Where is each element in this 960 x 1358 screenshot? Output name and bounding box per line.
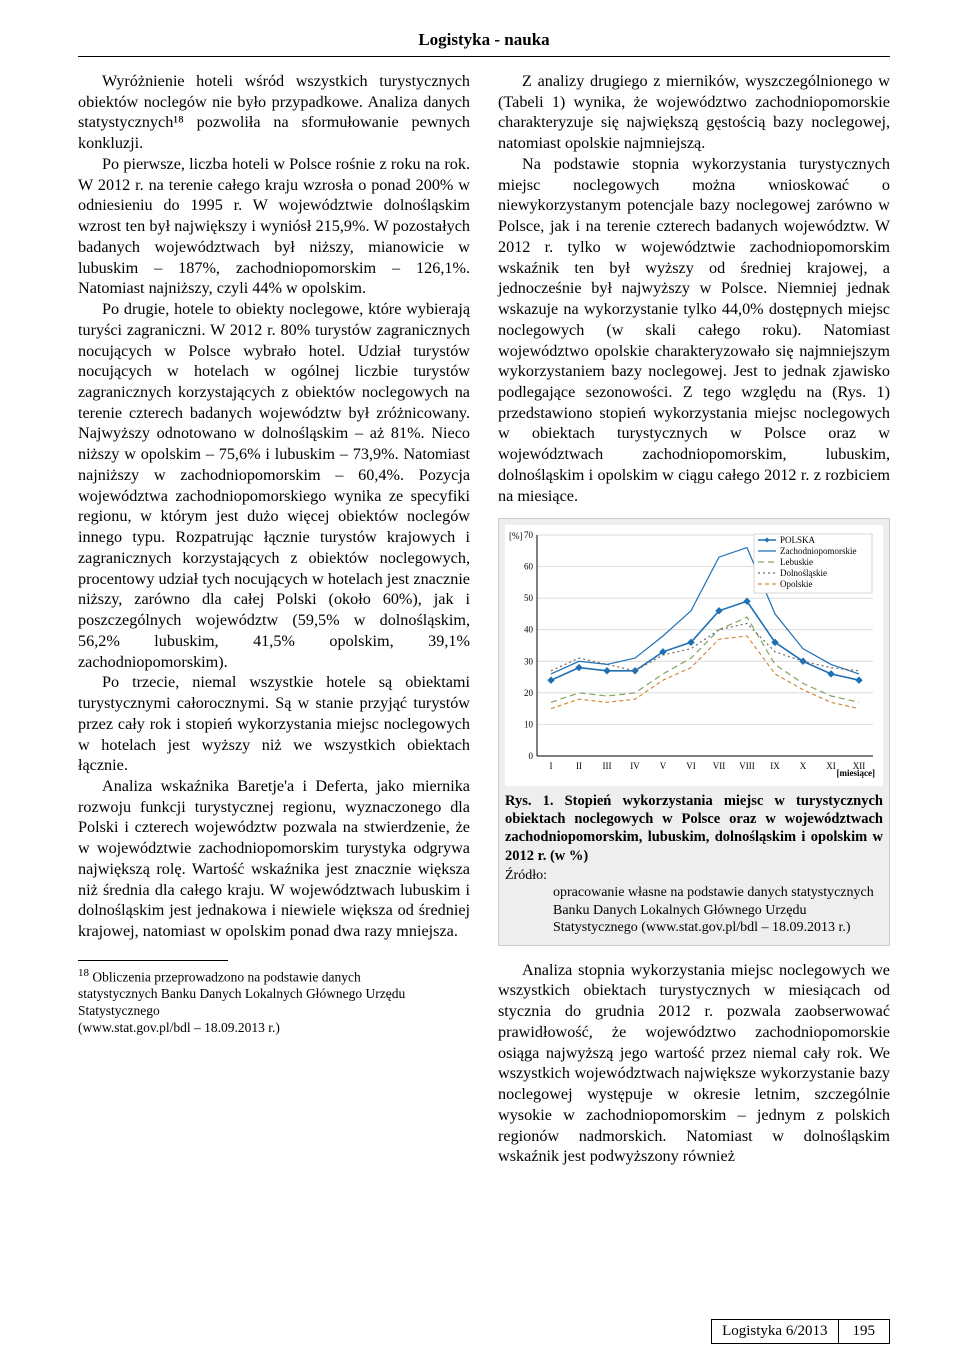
svg-text:60: 60 <box>524 562 534 572</box>
svg-text:III: III <box>603 761 612 771</box>
right-para-2: Na podstawie stopnia wykorzystania turys… <box>498 154 890 506</box>
svg-text:V: V <box>660 761 667 771</box>
svg-text:II: II <box>576 761 582 771</box>
page: Logistyka - nauka Wyróżnienie hoteli wśr… <box>0 0 960 1358</box>
footnote-rule <box>78 960 228 961</box>
footer-page-number: 195 <box>839 1319 891 1344</box>
figure-1-caption-text: Rys. 1. Stopień wykorzystania miejsc w t… <box>505 793 883 863</box>
left-para-4: Po trzecie, niemal wszystkie hotele są o… <box>78 672 470 776</box>
right-para-1: Z analizy drugiego z mierników, wyszczeg… <box>498 71 890 154</box>
footnote-18: 18 Obliczenia przeprowadzono na podstawi… <box>78 967 438 1037</box>
right-after-chart-para: Analiza stopnia wykorzystania miejsc noc… <box>498 960 890 1167</box>
svg-text:20: 20 <box>524 688 534 698</box>
footnote-line-2: (www.stat.gov.pl/bdl – 18.09.2013 r.) <box>78 1020 280 1035</box>
left-para-3: Po drugie, hotele to obiekty noclegowe, … <box>78 299 470 672</box>
figure-1-chart: 010203040506070IIIIIIIVVVIVIIVIIIIXXXIXI… <box>505 525 883 786</box>
left-para-5: Analiza wskaźnika Baretje'a i Deferta, j… <box>78 776 470 942</box>
figure-1-source-body-inline: opracowanie własne na podstawie danych s… <box>505 884 883 937</box>
footnote-marker: 18 <box>78 967 89 979</box>
svg-text:Lebuskie: Lebuskie <box>780 557 813 567</box>
left-column: Wyróżnienie hoteli wśród wszystkich tury… <box>78 71 470 1167</box>
left-para-2: Po pierwsze, liczba hoteli w Polsce rośn… <box>78 154 470 299</box>
svg-text:Opolskie: Opolskie <box>780 579 813 589</box>
figure-1-caption: Rys. 1. Stopień wykorzystania miejsc w t… <box>505 792 883 865</box>
line-chart-svg: 010203040506070IIIIIIIVVVIVIIVIIIIXXXIXI… <box>505 525 881 780</box>
svg-text:IX: IX <box>770 761 780 771</box>
footer-issue: Logistyka 6/2013 <box>711 1319 838 1344</box>
svg-text:10: 10 <box>524 720 534 730</box>
figure-1-source-head: Źródło: <box>505 868 547 883</box>
svg-text:70: 70 <box>524 530 534 540</box>
svg-text:IV: IV <box>630 761 640 771</box>
svg-text:0: 0 <box>529 751 534 761</box>
svg-text:50: 50 <box>524 594 534 604</box>
svg-text:40: 40 <box>524 625 534 635</box>
svg-text:[%]: [%] <box>509 531 523 541</box>
figure-1-source: Źródło: opracowanie własne na podstawie … <box>505 867 883 937</box>
footnote-line-1: Obliczenia przeprowadzono na podstawie d… <box>78 969 405 1018</box>
svg-text:30: 30 <box>524 657 534 667</box>
two-column-layout: Wyróżnienie hoteli wśród wszystkich tury… <box>78 71 890 1167</box>
svg-text:Dolnośląskie: Dolnośląskie <box>780 568 827 578</box>
svg-text:POLSKA: POLSKA <box>780 535 816 545</box>
svg-text:XI: XI <box>826 761 836 771</box>
svg-text:VII: VII <box>713 761 726 771</box>
svg-text:VI: VI <box>686 761 696 771</box>
page-footer: Logistyka 6/2013 195 <box>711 1319 890 1344</box>
svg-text:I: I <box>550 761 553 771</box>
figure-1-box: 010203040506070IIIIIIIVVVIVIIVIIIIXXXIXI… <box>498 518 890 945</box>
svg-text:VIII: VIII <box>739 761 755 771</box>
page-header: Logistyka - nauka <box>78 30 890 50</box>
right-column: Z analizy drugiego z mierników, wyszczeg… <box>498 71 890 1167</box>
left-para-1: Wyróżnienie hoteli wśród wszystkich tury… <box>78 71 470 154</box>
header-rule <box>78 56 890 57</box>
svg-text:X: X <box>800 761 807 771</box>
svg-text:[miesiące]: [miesiące] <box>837 768 875 778</box>
svg-text:Zachodniopomorskie: Zachodniopomorskie <box>780 546 856 556</box>
